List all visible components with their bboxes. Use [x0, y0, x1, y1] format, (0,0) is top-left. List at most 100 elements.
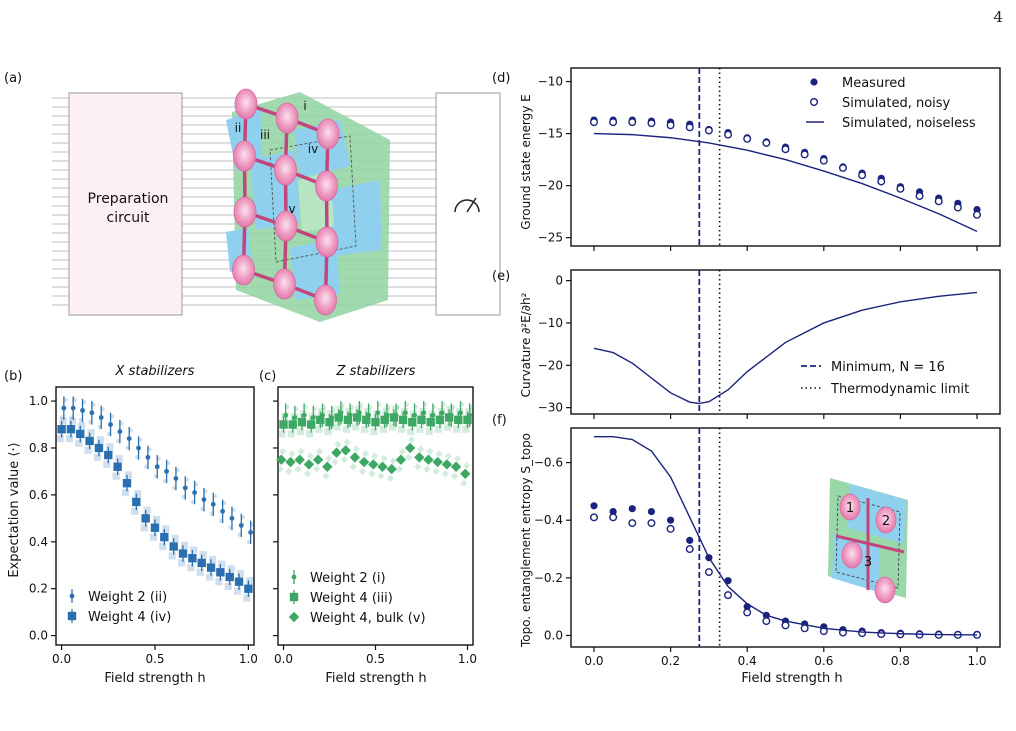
legend-label: Weight 2 (ii) [88, 590, 167, 605]
faint-point [103, 460, 111, 468]
faint-point [416, 425, 424, 433]
data-point [210, 501, 216, 507]
faint-point [453, 454, 462, 463]
data-point [248, 530, 254, 535]
x-tick-label: 0.2 [661, 654, 680, 668]
data-point [426, 417, 435, 427]
chart-c-plot: 0.0 0.5 1.0 Weight 2 (i) Weight 4 (iii) Weigh… [273, 386, 477, 666]
faint-point [405, 453, 413, 461]
data-point [229, 515, 235, 521]
y-tick-label: 0.2 [29, 582, 48, 596]
dashed-region [269, 135, 357, 263]
panel-d-ylabel: Ground state energy E [519, 94, 533, 229]
data-point [352, 413, 362, 422]
faint-point [87, 429, 95, 437]
measurement-box [435, 92, 501, 316]
data-point [301, 412, 307, 418]
data-point [234, 577, 244, 586]
data-point [294, 454, 305, 465]
qubit [314, 284, 337, 316]
faint-point [149, 533, 158, 541]
chart-b-plot: 0.0 0.5 1.0 0.0 0.2 0.4 0.6 0.8 1.0 Weight 2 (ii)… [29, 386, 258, 666]
plaquette-label-iv: iv [308, 142, 318, 156]
data-point [132, 497, 141, 507]
data-point [61, 405, 67, 411]
qubit [233, 196, 257, 228]
data-point [743, 608, 752, 617]
panel-label-d: (d) [492, 71, 510, 86]
data-point [743, 134, 752, 143]
faint-point [296, 427, 305, 436]
faint-point [451, 472, 459, 480]
faint-point [460, 479, 468, 487]
y-tick-label: −20 [538, 358, 563, 372]
legend-label: Weight 4 (iv) [88, 610, 171, 625]
data-point [395, 454, 407, 465]
faint-point [435, 450, 443, 458]
faint-point [143, 506, 151, 514]
faint-point [453, 425, 461, 433]
faint-point [84, 446, 92, 454]
data-point [404, 442, 416, 454]
data-point [122, 478, 132, 488]
faint-point [177, 559, 186, 567]
qubit [315, 170, 338, 202]
data-point [276, 454, 287, 465]
data-point [288, 420, 297, 429]
chart-f-plot: 0.0 0.2 0.4 0.6 0.8 1.0 −0.6 −0.4 −0.2 0.0 1 2 3 [534, 427, 1001, 668]
data-point [104, 450, 113, 460]
data-point [126, 436, 132, 441]
data-point [402, 410, 408, 416]
faint-point [327, 410, 335, 418]
faint-point [279, 447, 287, 456]
faint-point [331, 458, 339, 466]
plaquette-label-ii: ii [235, 121, 242, 135]
faint-point [65, 435, 74, 443]
data-point [325, 417, 334, 427]
data-point [412, 412, 417, 418]
data-point [589, 513, 598, 522]
data-point [141, 514, 150, 523]
legend-marker [810, 97, 819, 106]
faint-point [236, 569, 245, 578]
data-point [154, 464, 160, 470]
legend-marker [67, 611, 77, 621]
faint-point [382, 408, 390, 416]
faint-point [278, 430, 286, 438]
faint-point [414, 463, 422, 471]
faint-point [162, 525, 170, 533]
data-point [76, 429, 85, 439]
data-point [306, 420, 316, 429]
chart-e-plot: 0 −10 −20 −30 Minimum, N = 16 Thermodynamic l… [538, 269, 1001, 419]
panel-label-b: (b) [4, 369, 22, 384]
legend-marker [69, 593, 75, 599]
faint-point [352, 423, 360, 431]
y-tick-label: −10 [538, 316, 563, 330]
data-point [80, 408, 85, 413]
faint-point [370, 427, 378, 436]
data-point [666, 121, 675, 130]
data-point [666, 516, 675, 524]
faint-point [243, 594, 251, 602]
qubit [275, 102, 299, 134]
axes-frame [570, 269, 1001, 415]
data-point [609, 507, 617, 516]
data-point [145, 454, 151, 460]
y-tick-label: −15 [538, 127, 563, 141]
legend-label: Simulated, noisy [842, 96, 951, 111]
data-point [66, 425, 76, 434]
faint-point [462, 425, 470, 433]
data-point [589, 118, 598, 127]
faint-point [361, 425, 369, 433]
data-point [225, 572, 234, 582]
faint-point [444, 423, 452, 431]
faint-point [395, 465, 404, 473]
data-point [647, 507, 656, 516]
qubit [234, 88, 258, 120]
faint-point [288, 450, 296, 458]
y-tick-label: −0.4 [534, 513, 563, 527]
x-tick-label: 0.8 [891, 654, 910, 668]
panel-e: (e) 0 −10 −20 −30 Minimum, N = 16 Thermodynam… [492, 269, 1001, 419]
panel-c-xlabel: Field strength h [325, 671, 426, 686]
